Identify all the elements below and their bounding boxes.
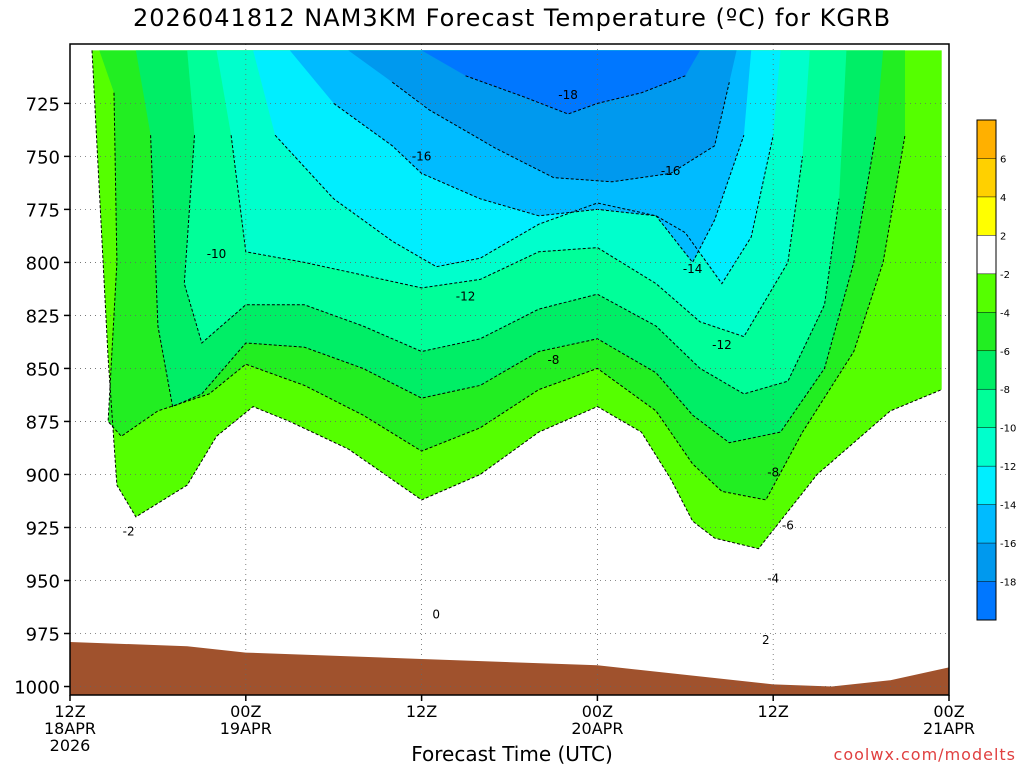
y-tick-label: 800 bbox=[26, 253, 60, 274]
chart-title: 2026041812 NAM3KM Forecast Temperature (… bbox=[132, 4, 892, 32]
contour-label: -16 bbox=[661, 164, 681, 178]
y-tick-label: 725 bbox=[26, 94, 60, 115]
y-axis: 725 750 775 800 825 850 875 900 925 950 975 1000 bbox=[14, 94, 70, 699]
contour-line--10 bbox=[230, 135, 803, 338]
y-tick-label: 850 bbox=[26, 359, 60, 380]
colorbar-bin bbox=[977, 235, 996, 274]
y-tick-label: 750 bbox=[26, 147, 60, 168]
plot-frame bbox=[69, 43, 950, 696]
contour-label: -12 bbox=[456, 289, 476, 303]
contour-label: -16 bbox=[412, 149, 432, 163]
colorbar-bin bbox=[977, 504, 996, 544]
colorbar: 6 4 2 -2 -4 -6 -8 -10 -12 -14 -16 -18 bbox=[976, 119, 1016, 621]
credit-link[interactable]: coolwx.com/modelts bbox=[833, 745, 1016, 764]
x-tick-label: 20APR bbox=[571, 719, 623, 738]
colorbar-bin bbox=[977, 273, 996, 313]
x-tick-label: 00Z bbox=[230, 702, 261, 721]
contour-label: -12 bbox=[712, 338, 732, 352]
x-tick-label: 12Z bbox=[758, 702, 789, 721]
x-tick-label: 00Z bbox=[582, 702, 613, 721]
x-tick-label: 12Z bbox=[406, 702, 437, 721]
colorbar-bin bbox=[977, 120, 996, 159]
colorbar-tick-label: 6 bbox=[1000, 154, 1006, 165]
colorbar-bin bbox=[977, 312, 996, 351]
contour-line--12 bbox=[274, 134, 774, 285]
colorbar-bin bbox=[977, 389, 996, 428]
colorbar-bin bbox=[977, 350, 996, 390]
colorbar-tick-label: -16 bbox=[1000, 539, 1016, 550]
colorbar-bin bbox=[977, 466, 996, 505]
contour-line--6 bbox=[150, 135, 877, 444]
contour-label: 0 bbox=[432, 607, 440, 621]
x-tick-label: 18APR bbox=[44, 719, 96, 738]
y-tick-label: 950 bbox=[26, 571, 60, 592]
colorbar-frame bbox=[976, 119, 997, 621]
contour-label: -8 bbox=[547, 353, 559, 367]
y-tick-label: 975 bbox=[26, 625, 60, 646]
colorbar-tick-label: -10 bbox=[1000, 424, 1016, 435]
x-tick-label: 12Z bbox=[54, 702, 85, 721]
contour-label: -2 bbox=[123, 525, 135, 539]
x-tick-label: 21APR bbox=[923, 719, 975, 738]
contour-label: -18 bbox=[558, 88, 578, 102]
contour-line--18 bbox=[465, 75, 686, 115]
ground-surface bbox=[70, 641, 949, 695]
contour-line--14 bbox=[333, 102, 745, 264]
y-tick-label: 925 bbox=[26, 518, 60, 539]
colorbar-tick-label: 2 bbox=[1000, 231, 1006, 242]
colorbar-bin bbox=[977, 158, 996, 197]
colorbar-bin bbox=[977, 427, 996, 467]
plot-area: -18 -16 -16 -10 -14 -12 -12 -8 -8 -6 -4 -2 0 2 bbox=[70, 44, 949, 695]
contour-label: -8 bbox=[767, 465, 779, 479]
region--18 bbox=[421, 50, 700, 114]
y-tick-label: 875 bbox=[26, 412, 60, 433]
colorbar-tick-label: -12 bbox=[1000, 462, 1016, 473]
contour-line--8 bbox=[183, 135, 840, 395]
colorbar-tick-label: -6 bbox=[1000, 347, 1010, 358]
colorbar-tick-label: -8 bbox=[1000, 385, 1010, 396]
x-tick-label: 19APR bbox=[220, 719, 272, 738]
colorbar-bin bbox=[977, 581, 996, 620]
colorbar-tick-label: -14 bbox=[1000, 501, 1016, 512]
contour-line--16 bbox=[391, 81, 730, 183]
x-axis-label: Forecast Time (UTC) bbox=[411, 742, 613, 766]
y-tick-label: 775 bbox=[26, 200, 60, 221]
y-tick-label: 1000 bbox=[14, 678, 60, 699]
contour-label: -4 bbox=[767, 571, 779, 585]
contour-label: -14 bbox=[683, 262, 703, 276]
x-tick-label: 2026 bbox=[50, 736, 91, 755]
colorbar-tick-label: -4 bbox=[1000, 308, 1010, 319]
x-tick-label: 00Z bbox=[933, 702, 964, 721]
colorbar-tick-label: -2 bbox=[1000, 270, 1010, 281]
y-tick-label: 825 bbox=[26, 306, 60, 327]
colorbar-tick-label: 4 bbox=[1000, 193, 1006, 204]
colorbar-tick-label: -18 bbox=[1000, 578, 1016, 589]
contour-label: 2 bbox=[762, 633, 770, 647]
colorbar-bin bbox=[977, 543, 996, 582]
contour-label: -10 bbox=[207, 247, 227, 261]
contour-label: -6 bbox=[782, 518, 794, 532]
contour-line--2 bbox=[91, 50, 942, 550]
colorbar-bin bbox=[977, 196, 996, 236]
y-tick-label: 900 bbox=[26, 465, 60, 486]
